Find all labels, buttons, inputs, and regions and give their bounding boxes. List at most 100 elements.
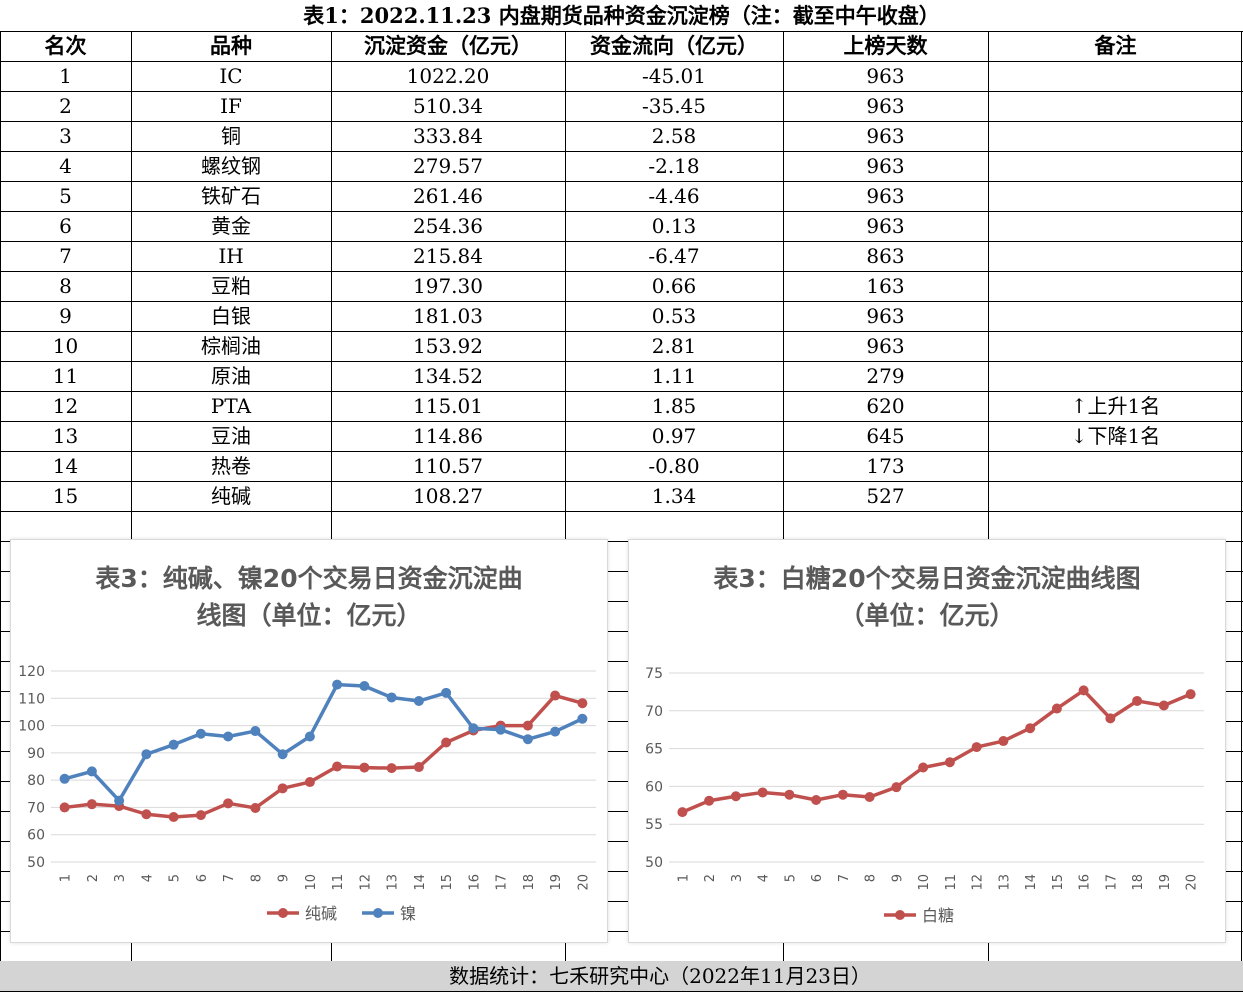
table-cell: 197.30 [413, 274, 483, 298]
data-point [168, 739, 179, 750]
data-point [441, 687, 452, 698]
legend-label: 白糖 [922, 906, 954, 925]
data-point [223, 798, 234, 809]
chart-title-line-1: 表3：纯碱、镍20个交易日资金沉淀曲 [95, 564, 523, 593]
data-point [359, 681, 370, 692]
grid-line-horizontal [0, 661, 1243, 662]
table-cell: 963 [866, 94, 905, 118]
data-point [441, 737, 452, 748]
grid-line-horizontal [0, 121, 1243, 122]
data-point [250, 726, 261, 737]
table-cell: 豆油 [211, 424, 251, 448]
table-cell: 2.81 [651, 334, 697, 358]
grid-line-horizontal [0, 91, 1243, 92]
x-tick-label: 16 [467, 874, 482, 891]
x-tick-label: 20 [576, 874, 591, 891]
grid-line-horizontal [0, 451, 1243, 452]
table-cell: 黄金 [211, 214, 251, 238]
data-point [1105, 713, 1116, 724]
data-point [1078, 685, 1089, 696]
grid-line-horizontal [0, 61, 1243, 62]
data-point [944, 757, 955, 768]
table-cell [988, 211, 1243, 241]
y-tick-label: 50 [645, 855, 663, 871]
x-tick-label: 12 [971, 874, 986, 891]
x-tick-label: 3 [113, 874, 128, 882]
data-point [86, 799, 97, 810]
grid-line-horizontal [0, 811, 1243, 812]
x-tick-label: 18 [522, 874, 537, 891]
x-tick-label: 4 [757, 874, 772, 882]
x-tick-label: 1 [59, 874, 74, 882]
table-cell: 2 [59, 94, 72, 118]
y-tick-label: 60 [27, 828, 45, 844]
table-cell: -6.47 [648, 244, 700, 268]
footer-bar [0, 961, 1243, 991]
table-cell: 1.11 [651, 364, 697, 388]
x-tick-label: 6 [195, 874, 210, 882]
table-cell [988, 241, 1243, 271]
table-cell: 13 [52, 424, 79, 448]
data-point [386, 692, 397, 703]
data-point [730, 791, 741, 802]
table-cell: 纯碱 [211, 484, 251, 508]
table-cell: 9 [59, 304, 72, 328]
x-tick-label: 1 [676, 874, 691, 882]
data-point [1132, 695, 1143, 706]
x-tick-label: 12 [358, 874, 373, 891]
x-tick-label: 6 [810, 874, 825, 882]
data-point [59, 802, 70, 813]
y-tick-label: 110 [18, 691, 45, 707]
chart-title-line-2: （单位：亿元） [839, 601, 1015, 630]
x-tick-label: 7 [837, 874, 852, 882]
table-cell [988, 151, 1243, 181]
legend-marker [373, 908, 383, 918]
table-cell: 1022.20 [406, 64, 490, 88]
table-title: 表1：2022.11.23 内盘期货品种资金沉淀榜（注：截至中午收盘） [303, 3, 940, 28]
y-tick-label: 55 [645, 817, 663, 833]
data-point [332, 761, 343, 772]
x-tick-label: 13 [386, 874, 401, 891]
data-point [141, 749, 152, 760]
table-cell: 0.53 [651, 304, 697, 328]
x-tick-label: 8 [249, 874, 264, 882]
table-cell: 620 [866, 394, 905, 418]
column-header: 名次 [44, 33, 87, 58]
table-cell: 8 [59, 274, 72, 298]
table-cell: 0.97 [651, 424, 697, 448]
table-cell: 110.57 [413, 454, 483, 478]
table-cell [988, 481, 1243, 511]
grid-line-horizontal [0, 211, 1243, 212]
data-point [359, 762, 370, 773]
x-tick-label: 4 [140, 874, 155, 882]
data-point [1051, 703, 1062, 714]
grid-line-horizontal [0, 751, 1243, 752]
table-cell [988, 121, 1243, 151]
table-cell: 豆粕 [211, 274, 251, 298]
grid-line-horizontal [0, 421, 1243, 422]
table-cell: 181.03 [413, 304, 483, 328]
data-point [522, 720, 533, 731]
table-cell: 5 [59, 184, 72, 208]
table-cell: -4.46 [648, 184, 700, 208]
data-point [784, 789, 795, 800]
legend-marker [895, 910, 905, 920]
data-point [468, 723, 479, 734]
column-header: 品种 [210, 33, 252, 58]
x-tick-label: 16 [1078, 874, 1093, 891]
series-line [64, 682, 584, 803]
table-cell [988, 271, 1243, 301]
table-cell: -35.45 [641, 94, 706, 118]
table-cell: 963 [866, 304, 905, 328]
data-point [577, 698, 588, 709]
data-point [195, 728, 206, 739]
table-cell: ↑上升1名 [1070, 394, 1161, 418]
data-point [918, 762, 929, 773]
legend-label: 纯碱 [305, 904, 337, 923]
x-tick-label: 5 [783, 874, 798, 882]
data-point [550, 690, 561, 701]
table-cell: 3 [59, 124, 72, 148]
x-tick-label: 15 [440, 874, 455, 891]
x-tick-label: 17 [1104, 874, 1119, 891]
